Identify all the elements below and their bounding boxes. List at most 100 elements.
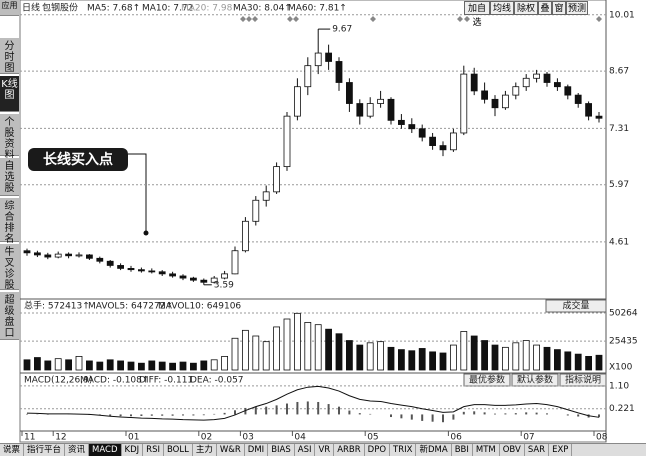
indicator-tab[interactable]: EXP xyxy=(549,444,573,456)
volume-bar xyxy=(169,362,177,371)
annotation-box xyxy=(28,148,128,171)
indicator-tab[interactable]: MACD xyxy=(89,444,122,456)
volume-bar xyxy=(418,348,426,371)
volume-bar xyxy=(564,351,572,371)
indicator-tab[interactable]: BOLL xyxy=(164,444,193,456)
period: 日线 xyxy=(22,2,40,14)
candle-body xyxy=(366,103,374,117)
indicator-tab[interactable]: RSI xyxy=(143,444,164,456)
macd-button-label[interactable]: 指标说明 xyxy=(565,374,601,386)
volume-bar xyxy=(231,337,239,371)
volume-bar xyxy=(179,361,187,371)
side-tab[interactable]: 分时图 xyxy=(0,38,19,74)
volume-bar xyxy=(356,344,364,371)
indicator-tab[interactable]: ARBR xyxy=(334,444,365,456)
indicator-tabs: 说票 指行平台 资讯 MACD KDJ RSI BOLL 主力 W&R DMI BIAS ASI VR A… xyxy=(0,443,646,456)
toolbar-button[interactable]: 加自选 xyxy=(464,1,490,28)
macd-button[interactable] xyxy=(463,373,511,387)
candle-body xyxy=(148,270,156,273)
volume-bar xyxy=(158,361,166,371)
indicator-tab[interactable]: KDJ xyxy=(122,444,144,456)
x-tick-label: 07 xyxy=(523,433,534,443)
side-tab[interactable]: 自选股 xyxy=(0,158,19,196)
volume-bar xyxy=(127,361,135,371)
toolbar-button[interactable]: 预测 xyxy=(566,1,588,15)
indicator-select-label[interactable]: 成交量 xyxy=(562,300,589,312)
candle-body xyxy=(429,136,437,146)
toolbar-button[interactable]: 除权 xyxy=(514,1,538,15)
app-button[interactable]: 应用 xyxy=(0,0,19,16)
side-tab[interactable]: K线图 xyxy=(0,76,19,112)
candle-body xyxy=(96,257,104,262)
side-tab[interactable]: 个股资料 xyxy=(0,114,19,161)
annotation-pointer xyxy=(128,153,147,233)
indicator-tab[interactable]: VR xyxy=(315,444,335,456)
volume-bar xyxy=(533,344,540,371)
indicator-tab[interactable]: OBV xyxy=(500,444,525,456)
candle-body xyxy=(377,98,385,104)
candle-body xyxy=(460,73,468,134)
candle-body xyxy=(564,86,572,96)
volume-unit: X100 xyxy=(609,363,633,373)
indicator-tab[interactable]: SAR xyxy=(525,444,550,456)
side-tab[interactable]: 综合排名 xyxy=(0,198,19,245)
candle-body xyxy=(387,98,395,121)
volume-bar xyxy=(137,362,145,371)
indicator-select[interactable] xyxy=(545,299,607,313)
indicator-tab[interactable]: 说票 xyxy=(0,444,25,456)
macd-button-label[interactable]: 最优参数 xyxy=(469,374,505,386)
indicator-tab[interactable]: MTM xyxy=(473,444,500,456)
annotation: 长线买入点 xyxy=(43,151,113,168)
candle-body xyxy=(397,119,405,125)
indicator-tab[interactable]: W&R xyxy=(217,444,245,456)
candle-body xyxy=(293,86,301,117)
volume-bar xyxy=(106,359,114,371)
y-tick-label: 4.61 xyxy=(609,237,629,247)
indicator-tab[interactable]: BBI xyxy=(452,444,473,456)
side-tab[interactable]: 超级盘口 xyxy=(0,292,19,340)
volume-bar xyxy=(522,340,530,371)
volume-bar xyxy=(148,360,156,371)
x-tick-label: 08 xyxy=(596,433,608,443)
x-tick-label: 03 xyxy=(242,433,253,443)
volume-bar xyxy=(512,342,520,371)
candle-body xyxy=(262,191,270,201)
volume-bar xyxy=(241,329,249,371)
toolbar-button[interactable]: 窗 xyxy=(552,1,566,15)
candle-body xyxy=(75,254,83,257)
candle-body xyxy=(554,82,561,88)
macd-button[interactable] xyxy=(511,373,559,387)
side-tab[interactable]: 牛叉诊股 xyxy=(0,244,19,291)
candle-body xyxy=(283,115,291,168)
macd-button[interactable] xyxy=(559,373,607,387)
macd-header: DIFF: -0.111 xyxy=(139,376,193,386)
volume-bar xyxy=(470,335,478,371)
indicator-tab[interactable]: TRIX xyxy=(390,444,417,456)
indicator-tab[interactable]: DMI xyxy=(245,444,269,456)
indicator-tab[interactable]: 主力 xyxy=(193,444,217,456)
volume-bar xyxy=(65,359,72,371)
macd-header: MACD(12,26,9) xyxy=(24,376,92,386)
x-tick-label: 04 xyxy=(294,433,306,443)
toolbar-button[interactable]: 均线 xyxy=(490,1,514,15)
toolbar-button[interactable]: 叠 xyxy=(538,1,552,15)
indicator-tab[interactable]: 指行平台 xyxy=(24,444,66,456)
indicator-tab[interactable]: BIAS xyxy=(268,444,295,456)
ma-label: MA60: 7.81↑ xyxy=(288,4,347,14)
indicator-tab[interactable]: DPO xyxy=(365,444,391,456)
candle-body xyxy=(127,267,135,271)
x-tick-label: 01 xyxy=(128,433,139,443)
candle-body xyxy=(356,103,364,117)
candle-body xyxy=(595,115,603,119)
x-tick-label: 02 xyxy=(201,433,212,443)
volume-bar xyxy=(585,355,592,371)
indicator-tab[interactable]: 新DMA xyxy=(416,444,452,456)
candle-body xyxy=(231,250,239,275)
indicator-tab[interactable]: ASI xyxy=(295,444,316,456)
candle-body xyxy=(345,82,353,104)
indicator-tab[interactable]: 资讯 xyxy=(65,444,90,456)
candle-body xyxy=(585,103,592,117)
macd-button-label[interactable]: 默认参数 xyxy=(517,374,553,386)
candle-body xyxy=(481,90,489,100)
